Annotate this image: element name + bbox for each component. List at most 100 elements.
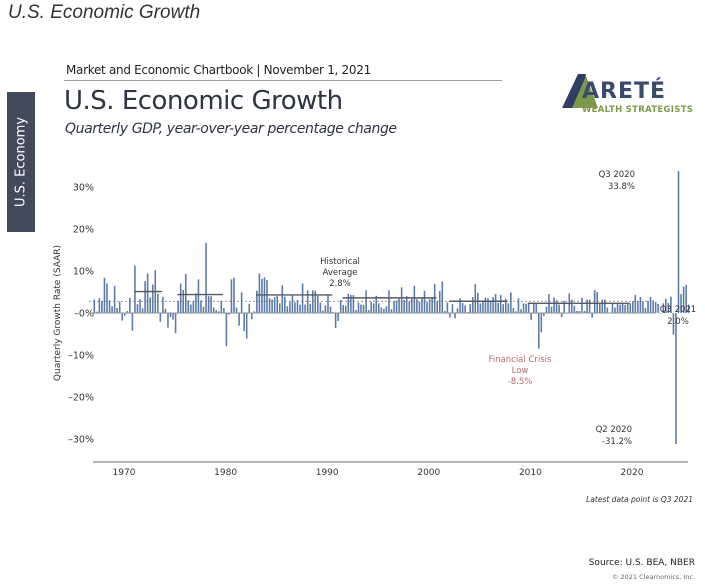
bar: [667, 302, 670, 313]
bar: [169, 313, 172, 318]
bar: [261, 278, 263, 313]
bar: [527, 302, 530, 313]
bar: [202, 306, 205, 313]
bar: [192, 300, 195, 313]
bar: [134, 265, 136, 313]
bar: [258, 273, 261, 313]
bar: [512, 307, 515, 313]
y-axis-label: Quarterly Growth Rate (SAAR): [53, 245, 63, 381]
x-tick-label: 1990: [316, 468, 339, 478]
bar: [456, 308, 459, 313]
chartbook-line: Market and Economic Chartbook | November…: [66, 63, 371, 77]
bar: [441, 281, 444, 313]
bar: [253, 311, 256, 313]
bar: [598, 303, 601, 313]
source-note: Source: U.S. BEA, NBER: [588, 558, 695, 568]
bar: [256, 290, 258, 313]
bar: [111, 306, 113, 313]
bar: [251, 313, 253, 320]
bar: [616, 303, 619, 313]
bar: [362, 305, 365, 313]
bar: [365, 290, 367, 313]
bar: [304, 304, 306, 313]
bar: [296, 299, 299, 313]
bar: [108, 300, 111, 313]
bar: [96, 311, 98, 313]
bar: [469, 304, 472, 313]
bar: [685, 284, 687, 313]
chart-subtitle: Quarterly GDP, year-over-year percentage…: [65, 121, 397, 137]
latest-data-note: Latest data point is Q3 2021: [586, 495, 693, 504]
bar: [662, 303, 665, 313]
bar: [157, 293, 159, 313]
bar: [223, 307, 225, 313]
bar: [126, 310, 129, 313]
bar: [324, 305, 327, 313]
bar: [576, 310, 578, 313]
y-tick-label: 20%: [73, 225, 94, 236]
bar: [184, 273, 187, 313]
bar: [596, 292, 599, 313]
bar: [586, 299, 588, 313]
bar: [299, 304, 301, 313]
bar: [680, 294, 682, 313]
bar: [400, 287, 403, 313]
bar: [200, 300, 202, 313]
bar: [665, 298, 667, 313]
bar: [197, 279, 200, 313]
bar: [494, 294, 497, 313]
annotation-historical-average-line: Average: [323, 268, 358, 278]
bar: [357, 302, 360, 313]
x-tick-label: 1970: [113, 468, 136, 478]
bar: [418, 301, 421, 313]
bar: [444, 310, 446, 313]
bar: [431, 297, 433, 313]
bar: [141, 308, 144, 313]
bar: [319, 302, 322, 313]
bar: [268, 298, 271, 313]
bar: [591, 313, 593, 318]
bar: [505, 298, 507, 313]
bar: [687, 304, 690, 313]
bar: [172, 313, 174, 320]
bar: [560, 313, 563, 318]
bar: [583, 310, 586, 313]
page-heading: U.S. Economic Growth: [8, 2, 201, 23]
bar: [118, 301, 121, 313]
bar: [151, 284, 154, 313]
bar: [652, 300, 654, 313]
bar: [426, 302, 428, 313]
bar: [563, 300, 565, 313]
bar: [471, 297, 474, 313]
section-tab[interactable]: U.S. Economy: [7, 92, 35, 232]
annotation-q3-2021-latest-line: Q3 2021: [660, 305, 696, 315]
bar: [210, 296, 212, 313]
annotation-historical-average-line: Historical: [320, 257, 360, 267]
annotation-q3-2020-peak: Q3 2020 33.8%: [599, 170, 635, 192]
bar: [604, 299, 606, 313]
bar: [149, 297, 151, 313]
bar: [352, 294, 355, 313]
bar: [626, 303, 629, 313]
bar: [355, 310, 357, 313]
annotation-q3-2021-latest-line: 2.0%: [667, 317, 689, 327]
bar: [446, 302, 449, 313]
y-tick-label: –10%: [68, 351, 94, 362]
bar: [558, 304, 560, 313]
bar: [281, 285, 284, 313]
bar: [98, 298, 101, 313]
bar: [672, 313, 675, 335]
bar: [311, 290, 314, 313]
logo-wordmark: ARETÉ: [582, 79, 667, 104]
bar: [614, 307, 616, 313]
bar: [225, 313, 228, 347]
bar: [474, 284, 477, 313]
bar: [245, 313, 248, 339]
bar: [375, 295, 378, 313]
bar: [507, 303, 510, 313]
bar: [139, 299, 141, 313]
bar: [517, 298, 520, 313]
y-tick-label: –0%: [74, 309, 94, 320]
bar: [103, 277, 106, 313]
